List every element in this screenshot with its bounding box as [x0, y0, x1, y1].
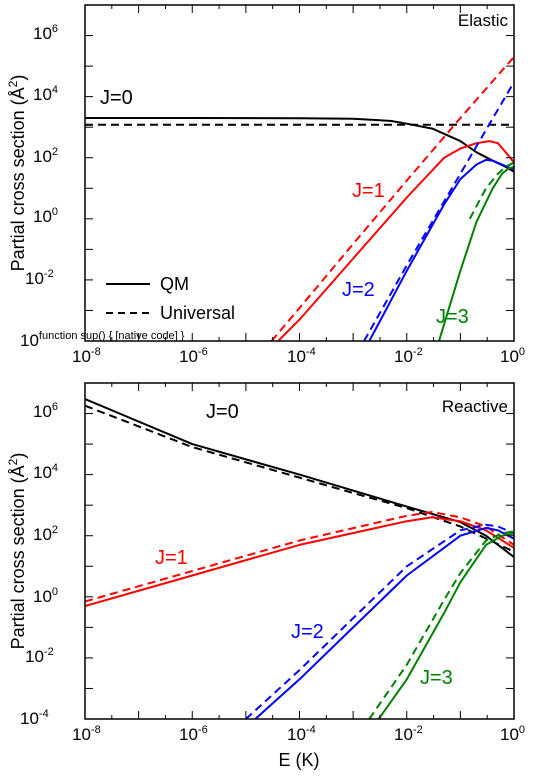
series-line-j1-qm [277, 140, 514, 341]
series-line-j3-universal [468, 161, 514, 220]
series-line-j2-qm [368, 158, 514, 341]
x-tick-label: 10-4 [287, 724, 316, 744]
tick-marks [84, 4, 515, 342]
y-tick-label: 100 [33, 206, 58, 226]
legend: QM Universal [106, 274, 235, 323]
x-tick-label: 10-6 [179, 724, 208, 744]
y-tick-label: 10-2 [25, 646, 54, 666]
y-axis-title: Partial cross section (Å2) [6, 75, 28, 272]
series-line-j1-universal [85, 511, 514, 603]
series-label-j2: J=2 [291, 621, 324, 643]
series-group [85, 398, 514, 719]
series-label-j1: J=1 [352, 180, 385, 202]
y-tick-label: 102 [33, 524, 58, 544]
series-line-j1-universal [270, 56, 514, 341]
elastic-panel: Elastic 10function sup() { [native code]… [6, 4, 525, 366]
series-label-j0: J=0 [206, 401, 239, 423]
x-tick-label: 100 [500, 724, 525, 744]
series-line-j2-universal [245, 523, 514, 719]
y-tick-label: 104 [33, 462, 58, 482]
x-tick-label: 10-8 [72, 346, 101, 366]
series-line-j2-qm [254, 526, 514, 719]
plot-frame [84, 4, 515, 342]
y-tick-label: 100 [33, 586, 58, 606]
y-axis-title: Partial cross section (Å2) [6, 453, 28, 650]
x-tick-label: 10-2 [394, 724, 423, 744]
legend-label-qm: QM [160, 274, 189, 294]
y-tick-label: 10function sup() { [native code] } [20, 330, 185, 350]
series-group [85, 56, 514, 341]
y-tick-label: 106 [33, 401, 58, 421]
series-label-j3: J=3 [436, 306, 469, 328]
series-line-j0-universal [85, 404, 514, 553]
reactive-panel: Reactive 10-4 10-2 100 102 104 106 10-8 … [6, 382, 525, 770]
series-line-j0-qm [85, 398, 514, 558]
y-tick-label: 102 [33, 146, 58, 166]
series-label-j1: J=1 [155, 547, 188, 569]
y-tick-label: 10-4 [20, 708, 49, 728]
y-tick-label: 104 [33, 84, 58, 104]
series-label-j0: J=0 [100, 87, 133, 109]
y-tick-label: 106 [33, 23, 58, 43]
x-tick-label: 10-6 [179, 346, 208, 366]
x-tick-label: 10-2 [394, 346, 423, 366]
series-line-j3-qm [377, 532, 514, 719]
x-tick-label: 10-4 [287, 346, 316, 366]
x-tick-label: 10-8 [72, 724, 101, 744]
tick-marks [84, 382, 515, 720]
panel-label: Elastic [458, 11, 509, 30]
series-line-j3-qm [438, 165, 514, 341]
y-tick-label: 10-2 [25, 268, 54, 288]
legend-label-universal: Universal [160, 303, 235, 323]
series-line-j3-universal [368, 530, 514, 719]
series-line-j0-qm [85, 117, 514, 173]
x-axis-title: E (K) [278, 750, 319, 770]
x-tick-label: 100 [500, 346, 525, 366]
series-label-j3: J=3 [420, 667, 453, 689]
panel-label: Reactive [442, 397, 508, 416]
series-label-j2: J=2 [342, 279, 375, 301]
series-line-j2-universal [363, 81, 514, 341]
